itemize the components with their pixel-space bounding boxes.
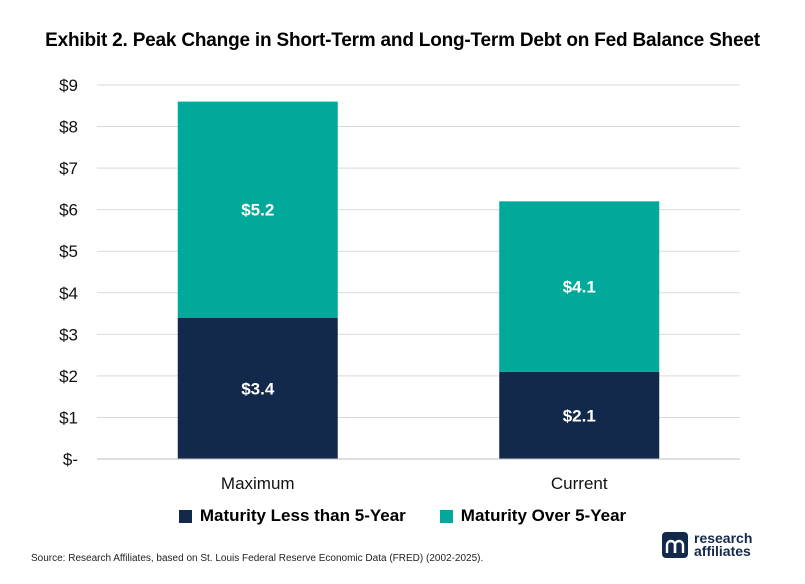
y-tick-label: $2 [59, 367, 78, 386]
bar-segment [177, 317, 338, 459]
legend-item-short-term: Maturity Less than 5-Year [178, 506, 406, 526]
y-tick-label: $9 [59, 76, 78, 95]
bar-segment [499, 201, 660, 372]
logo-text-line2: affiliates [694, 543, 751, 559]
y-tick-label: $7 [59, 159, 78, 178]
legend-swatch-short-term [178, 509, 192, 523]
bar-segment [499, 371, 660, 459]
data-label: $5.2 [241, 201, 274, 220]
brand-logo: research affiliates [662, 530, 753, 559]
data-label: $3.4 [241, 379, 275, 398]
data-label: $4.1 [563, 278, 596, 297]
y-tick-label: $6 [59, 201, 78, 220]
y-tick-label: $1 [59, 408, 78, 427]
y-tick-label: $8 [59, 118, 78, 137]
legend-swatch-long-term [439, 509, 453, 523]
logo-text-line1: research [694, 530, 753, 546]
x-category-label: Current [551, 474, 608, 493]
y-tick-label: $5 [59, 242, 78, 261]
legend-label-long-term: Maturity Over 5-Year [460, 506, 627, 525]
legend-item-long-term: Maturity Over 5-Year [439, 506, 627, 526]
chart-title: Exhibit 2. Peak Change in Short-Term and… [45, 30, 760, 51]
research-affiliates-logo-icon [662, 532, 688, 558]
bar-segment [177, 101, 338, 318]
y-tick-label: $- [63, 450, 78, 469]
y-tick-label: $3 [59, 325, 78, 344]
data-label: $2.1 [563, 406, 596, 425]
legend-label-short-term: Maturity Less than 5-Year [199, 506, 406, 525]
y-tick-label: $4 [59, 284, 78, 303]
source-note: Source: Research Affiliates, based on St… [31, 553, 484, 564]
chart-legend: Maturity Less than 5-Year Maturity Over … [0, 506, 805, 526]
chart-plot: $- $1 $2 $3 $4 $5 $6 $7 $8 $9 $3.4 $5.2 Maximum $2.1 $… [59, 76, 740, 493]
x-category-label: Maximum [221, 474, 295, 493]
